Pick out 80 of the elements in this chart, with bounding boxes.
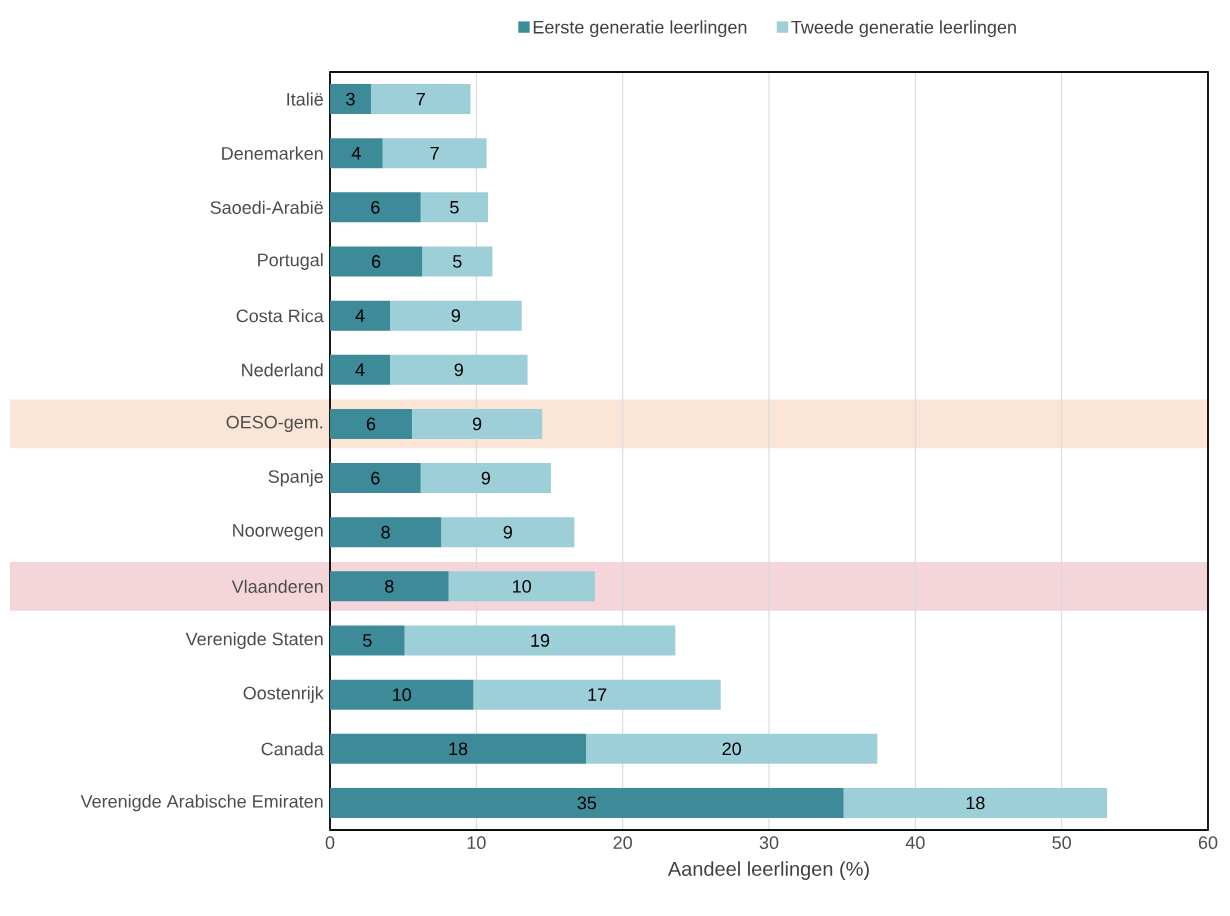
bar [411, 408, 543, 439]
bar [330, 463, 421, 494]
bar [441, 517, 575, 548]
bar [330, 408, 412, 439]
data-label: 3 [346, 92, 355, 106]
data-label: 8 [381, 525, 390, 539]
data-label: 9 [481, 471, 491, 485]
x-axis-title: Aandeel leerlingen (%) [667, 861, 869, 880]
data-label: 5 [363, 634, 372, 647]
x-tick-label: 60 [1198, 836, 1218, 849]
y-tick-label: Italië [287, 92, 323, 106]
data-label: 9 [454, 363, 463, 377]
y-tick-label: Spanje [268, 469, 323, 487]
y-tick-label: Noorwegen [233, 524, 323, 541]
bar [370, 84, 471, 115]
bar [382, 138, 487, 169]
data-label: 9 [503, 525, 512, 539]
bar [420, 192, 489, 223]
y-tick-label: Costa Rica [236, 309, 324, 323]
bar [330, 787, 844, 818]
data-label: 5 [450, 201, 459, 214]
y-tick-label: Oostenrijk [243, 686, 324, 704]
bar [330, 138, 383, 169]
x-tick-label: 30 [759, 836, 779, 849]
x-tick-label: 10 [467, 836, 486, 849]
data-label: 20 [722, 742, 741, 756]
y-tick-label: Nederland [242, 363, 323, 377]
x-tick-label: 40 [905, 836, 925, 849]
bar [586, 733, 878, 764]
y-tick-label: Verenigde Staten [185, 632, 323, 649]
x-tick-label: 20 [613, 836, 632, 849]
bar [330, 517, 442, 548]
data-label: 6 [371, 471, 380, 485]
x-tick-label: 0 [325, 836, 335, 849]
data-label: 4 [355, 363, 365, 376]
legend-label: Tweede generatie leerlingen [791, 20, 1016, 38]
y-tick-label: Verenigde Arabische Emiraten [80, 794, 323, 812]
bar [330, 679, 474, 710]
data-label: 8 [385, 579, 394, 593]
data-label: 6 [371, 200, 380, 214]
bar [330, 246, 423, 277]
data-label: 4 [351, 147, 361, 160]
bar [330, 84, 371, 115]
data-label: 5 [453, 255, 462, 268]
bar [390, 354, 528, 385]
y-tick-label: Portugal [258, 253, 323, 270]
data-label: 35 [577, 796, 597, 810]
bar [448, 571, 595, 602]
bar [330, 625, 405, 656]
data-label: 17 [588, 688, 607, 701]
y-tick-label: Canada [261, 742, 324, 756]
data-label: 6 [366, 417, 376, 431]
y-tick-label: Denemarken [222, 146, 323, 160]
bar [473, 679, 721, 710]
bar [420, 463, 551, 494]
y-tick-label: OESO-gem. [226, 415, 323, 433]
data-label: 9 [472, 417, 482, 431]
data-label: 10 [393, 688, 412, 701]
data-label: 6 [372, 255, 381, 268]
bar [330, 354, 390, 385]
data-label: 7 [416, 92, 425, 106]
x-tick-label: 50 [1052, 836, 1071, 849]
bar [404, 625, 676, 656]
legend-label: Eerste generatie leerlingen [533, 20, 747, 38]
bar [390, 300, 522, 331]
data-label: 4 [355, 309, 365, 322]
bar [330, 733, 587, 764]
bar [330, 300, 390, 331]
bar [330, 192, 421, 223]
data-label: 10 [513, 579, 532, 593]
bar [330, 571, 449, 602]
y-tick-label: Vlaanderen [231, 579, 323, 593]
data-label: 7 [430, 147, 439, 160]
data-label: 19 [531, 634, 550, 647]
data-label: 18 [449, 742, 468, 756]
data-label: 18 [966, 796, 985, 810]
bar [422, 246, 493, 277]
y-tick-label: Saoedi-Arabië [210, 200, 323, 214]
data-label: 9 [451, 309, 461, 322]
bar [843, 787, 1108, 818]
